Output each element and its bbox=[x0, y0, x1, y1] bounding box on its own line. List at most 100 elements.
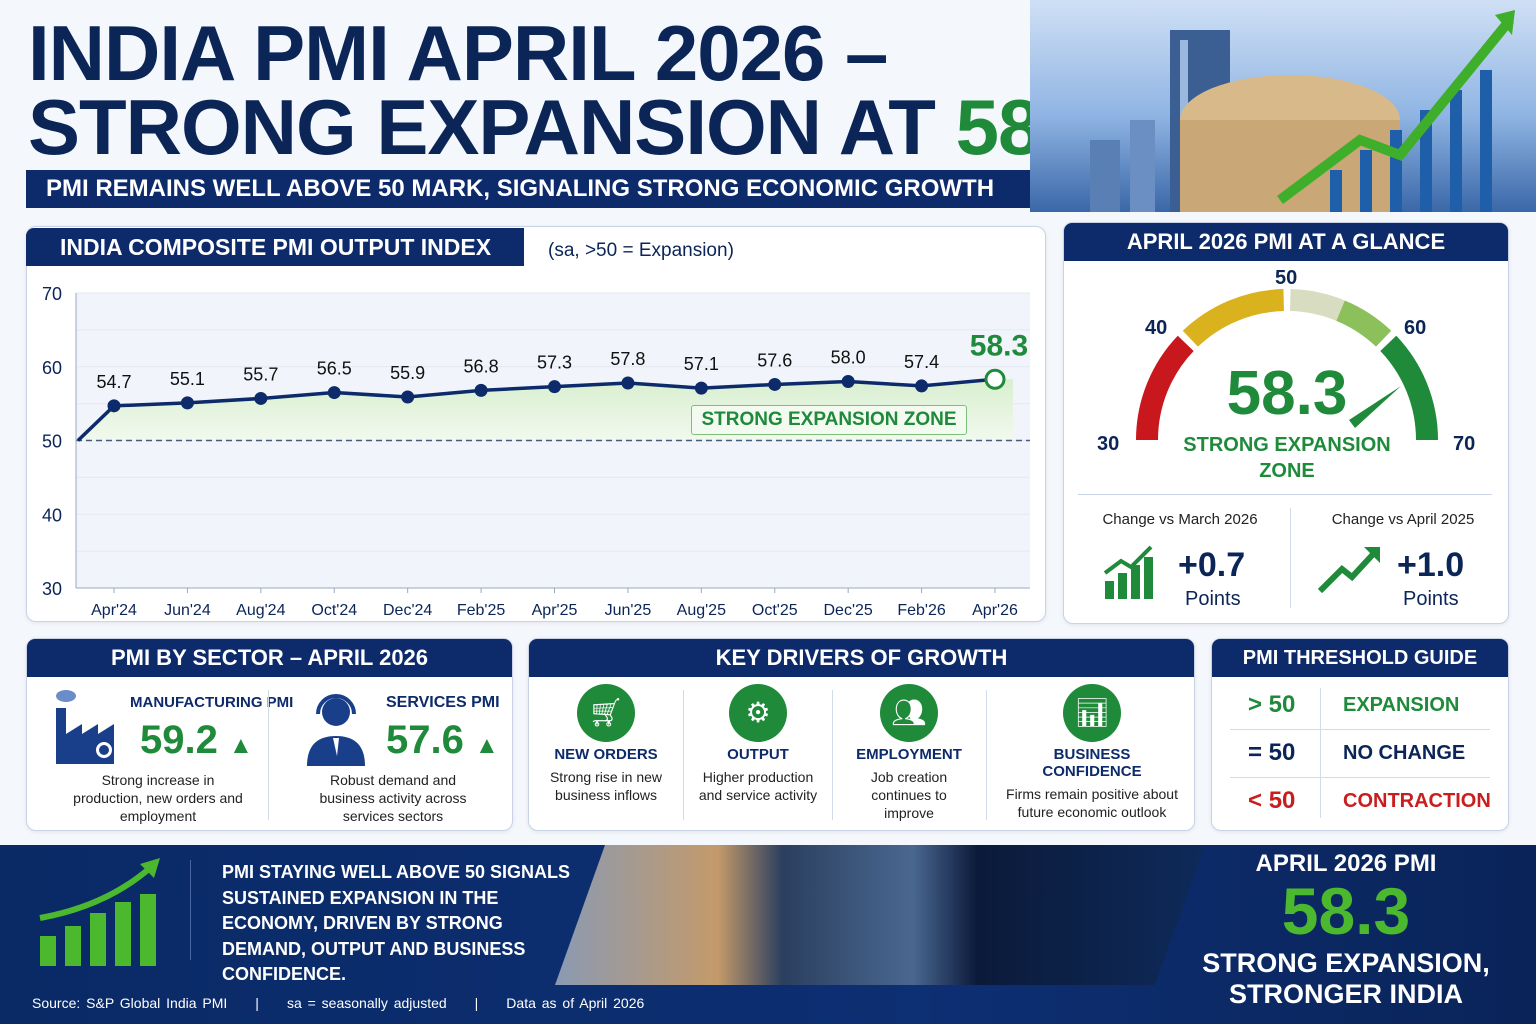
driver-output: ⚙ OUTPUT Higher production and service act… bbox=[697, 684, 819, 804]
gears-icon: ⚙ bbox=[729, 684, 787, 742]
x-tick-label: Aug'25 bbox=[677, 602, 726, 619]
divider bbox=[268, 690, 269, 820]
gauge-arc-segment bbox=[1336, 300, 1392, 347]
cart-icon: 🛒︎ bbox=[577, 684, 635, 742]
pmi-series-line bbox=[76, 377, 996, 442]
driver-business-confidence: 📊︎ BUSINESS CONFIDENCE Firms remain positi… bbox=[1002, 684, 1182, 821]
threshold-label: NO CHANGE bbox=[1343, 742, 1466, 764]
services-label: SERVICES PMI bbox=[386, 694, 500, 711]
threshold-row: < 50 CONTRACTION bbox=[1230, 786, 1491, 826]
up-triangle-icon: ▲ bbox=[228, 732, 253, 759]
x-tick-label: Jun'24 bbox=[164, 602, 211, 619]
threshold-symbol: > 50 bbox=[1248, 691, 1296, 718]
y-tick-label: 30 bbox=[42, 579, 62, 599]
services-desc: Robust demand and business activity acro… bbox=[319, 772, 467, 824]
people-icon: 👥︎ bbox=[880, 684, 938, 742]
x-tick-label: Feb'26 bbox=[897, 602, 946, 619]
data-label: 54.7 bbox=[96, 372, 131, 392]
drivers-title: KEY DRIVERS OF GROWTH bbox=[529, 639, 1194, 677]
data-label: 57.3 bbox=[537, 353, 572, 373]
threshold-label: EXPANSION bbox=[1343, 694, 1460, 716]
driver-desc: Job creation continues to improve bbox=[870, 769, 948, 821]
source-text: Source: S&P Global India PMI bbox=[32, 995, 228, 1011]
data-point bbox=[254, 391, 268, 405]
drivers-panel: KEY DRIVERS OF GROWTH bbox=[528, 638, 1195, 831]
growth-bars-icon bbox=[1103, 545, 1153, 599]
asof-text: Data as of April 2026 bbox=[506, 995, 645, 1011]
x-tick-label: Apr'25 bbox=[532, 602, 578, 619]
divider bbox=[832, 690, 833, 820]
change-march-value: +0.7 bbox=[1178, 546, 1246, 584]
sa-text: sa = seasonally adjusted bbox=[286, 995, 447, 1011]
threshold-row: = 50 NO CHANGE bbox=[1230, 738, 1490, 778]
data-label: 57.6 bbox=[757, 350, 792, 370]
data-point bbox=[180, 396, 194, 410]
x-tick-label: Oct'25 bbox=[752, 602, 798, 619]
divider bbox=[190, 860, 191, 960]
gauge-label-40: 40 bbox=[1145, 317, 1168, 339]
driver-name: OUTPUT bbox=[727, 746, 789, 763]
skyline-image bbox=[1030, 0, 1536, 212]
driver-name: EMPLOYMENT bbox=[856, 746, 962, 763]
threshold-symbol: = 50 bbox=[1248, 739, 1296, 766]
footer-summary-box: APRIL 2026 PMI 58.3 STRONG EXPANSION, ST… bbox=[1196, 850, 1496, 1010]
gauge-arc-segment bbox=[1136, 335, 1194, 441]
driver-desc: Strong rise in new business inflows bbox=[549, 769, 663, 803]
services-value: 57.6 ▲ bbox=[386, 718, 499, 763]
x-tick-label: Dec'25 bbox=[824, 602, 873, 619]
driver-name: BUSINESS CONFIDENCE bbox=[1042, 746, 1142, 780]
data-label: 55.7 bbox=[243, 364, 278, 384]
box-title: APRIL 2026 PMI bbox=[1255, 850, 1437, 877]
driver-employment: 👥︎ EMPLOYMENT Job creation continues to im… bbox=[848, 684, 970, 822]
data-label: 55.9 bbox=[390, 363, 425, 383]
y-tick-label: 50 bbox=[42, 432, 62, 452]
change-march-label: Change vs March 2026 bbox=[1102, 511, 1258, 528]
chart-title: INDIA COMPOSITE PMI OUTPUT INDEX bbox=[26, 228, 524, 266]
data-label: 55.1 bbox=[170, 369, 205, 389]
title-text: STRONG EXPANSION AT bbox=[28, 83, 936, 171]
divider bbox=[986, 690, 987, 820]
threshold-label: CONTRACTION bbox=[1343, 790, 1491, 812]
data-point bbox=[841, 375, 855, 388]
driver-name: NEW ORDERS bbox=[554, 746, 658, 763]
data-label: 58.0 bbox=[831, 348, 866, 368]
gauge-needle bbox=[1349, 386, 1401, 428]
pmi-gauge bbox=[1136, 289, 1438, 441]
data-label: 57.4 bbox=[904, 352, 939, 372]
x-tick-label: Feb'25 bbox=[457, 602, 506, 619]
gauge-label-30: 30 bbox=[1097, 433, 1120, 455]
gauge-label-70: 70 bbox=[1453, 433, 1476, 455]
y-tick-label: 70 bbox=[42, 284, 62, 304]
data-point bbox=[327, 386, 341, 400]
data-point bbox=[107, 399, 121, 413]
box-line-1: STRONG EXPANSION, bbox=[1202, 948, 1490, 978]
x-tick-label: Apr'26 bbox=[972, 602, 1018, 619]
threshold-title: PMI THRESHOLD GUIDE bbox=[1212, 639, 1508, 677]
change-april-label: Change vs April 2025 bbox=[1331, 511, 1475, 528]
manufacturing-value-text: 59.2 bbox=[140, 718, 218, 762]
x-tick-label: Dec'24 bbox=[383, 602, 432, 619]
data-point-highlight bbox=[984, 368, 1006, 390]
glance-title: APRIL 2026 PMI AT A GLANCE bbox=[1064, 223, 1508, 261]
change-april-unit: Points bbox=[1403, 588, 1459, 610]
gauge-arc-segment bbox=[1380, 335, 1438, 441]
chart-note: (sa, >50 = Expansion) bbox=[548, 240, 734, 261]
threshold-row: > 50 EXPANSION bbox=[1230, 690, 1490, 730]
source-line: Source: S&P Global India PMI | sa = season… bbox=[32, 995, 645, 1011]
trend-arrow-icon bbox=[1318, 547, 1380, 594]
data-point bbox=[694, 381, 708, 395]
data-point bbox=[548, 380, 561, 394]
divider bbox=[1320, 688, 1321, 818]
change-march-unit: Points bbox=[1185, 588, 1241, 610]
customer-service-icon bbox=[307, 694, 365, 766]
sector-title: PMI BY SECTOR – APRIL 2026 bbox=[27, 639, 512, 677]
change-april-value: +1.0 bbox=[1397, 546, 1465, 584]
gauge-arc-segment bbox=[1182, 289, 1285, 347]
data-point bbox=[401, 390, 415, 404]
threshold-symbol: < 50 bbox=[1248, 787, 1296, 814]
box-value: 58.3 bbox=[1281, 874, 1411, 948]
gauge-value: 58.3 bbox=[1226, 359, 1348, 428]
manufacturing-label: MANUFACTURING PMI bbox=[130, 694, 294, 711]
data-label: 57.8 bbox=[610, 349, 645, 369]
divider bbox=[1290, 508, 1291, 608]
